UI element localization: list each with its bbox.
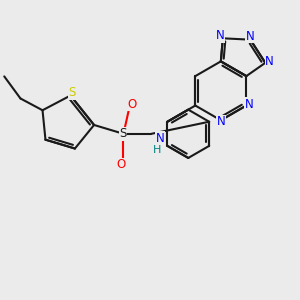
Text: N: N [265,55,274,68]
Text: S: S [68,86,76,99]
Text: S: S [119,127,127,140]
Text: N: N [245,98,254,111]
Text: O: O [116,158,125,171]
Text: N: N [217,115,225,128]
Text: N: N [215,29,224,43]
Text: N: N [246,30,255,43]
Text: H: H [153,145,161,155]
Text: O: O [128,98,137,111]
Text: N: N [156,132,165,145]
